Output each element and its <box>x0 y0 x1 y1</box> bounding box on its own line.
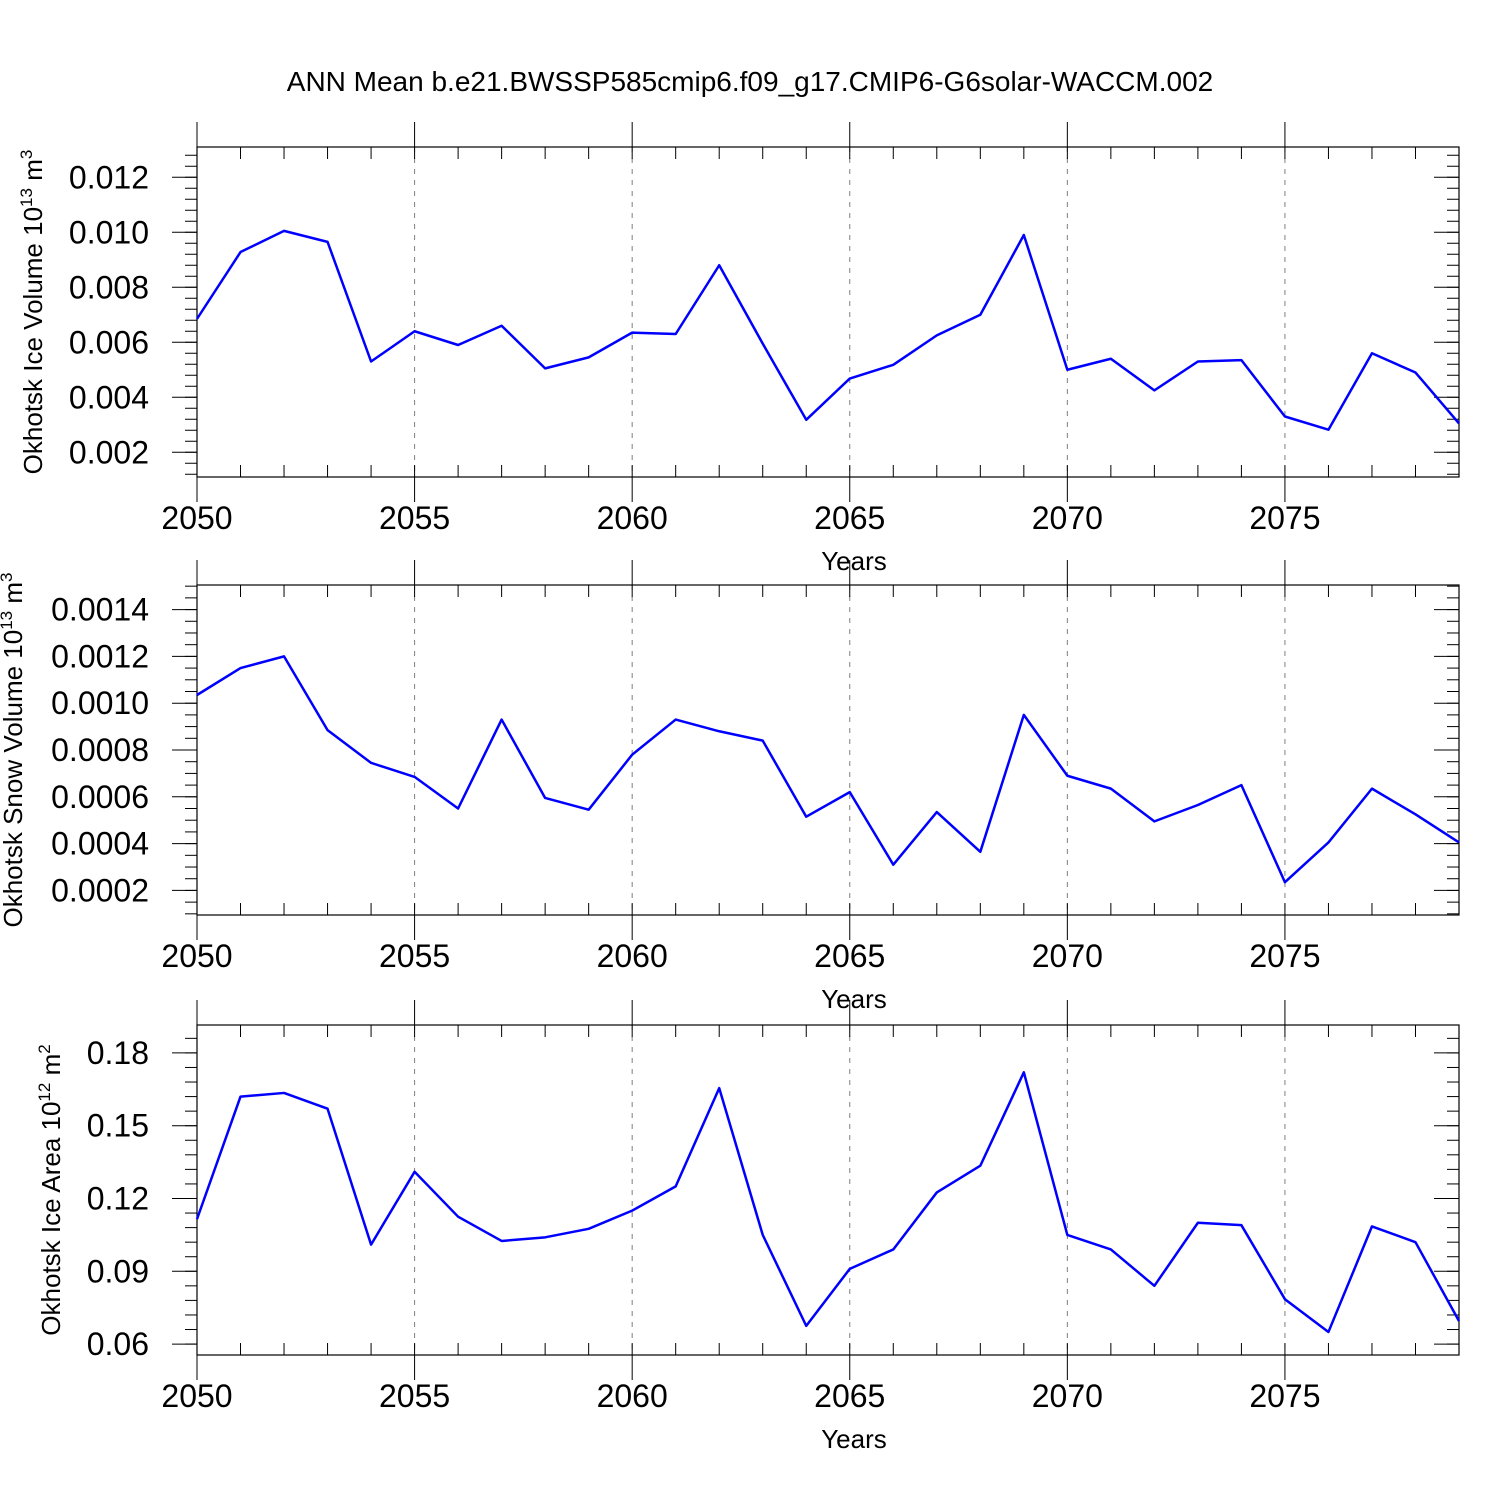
x-tick-label: 2070 <box>1032 500 1103 536</box>
x-tick-label: 2060 <box>597 1378 668 1414</box>
y-tick-label: 0.006 <box>69 324 149 360</box>
y-tick-label: 0.0006 <box>51 779 149 815</box>
x-axis-label: Years <box>821 1424 887 1454</box>
x-tick-label: 2055 <box>379 1378 450 1414</box>
x-tick-label: 2065 <box>814 1378 885 1414</box>
y-tick-label: 0.15 <box>87 1108 149 1144</box>
y-tick-label: 0.0008 <box>51 732 149 768</box>
data-line <box>196 655 1460 884</box>
panel-snow-volume: 0.0002 0.0004 0.0006 0.0008 0.0010 0.0012 0.00… <box>0 560 1460 1014</box>
x-tick-label: 2050 <box>161 500 232 536</box>
x-tick-label: 2060 <box>597 938 668 974</box>
x-tick-label: 2070 <box>1032 1378 1103 1414</box>
x-tick-label: 2075 <box>1249 1378 1320 1414</box>
plot-frame <box>196 584 1460 916</box>
x-tick-label: 2075 <box>1249 938 1320 974</box>
data-line <box>195 1071 1461 1334</box>
y-axis-label: Okhotsk Snow Volume 1013 m3 <box>0 573 28 928</box>
y-tick-label: 0.0002 <box>51 872 149 908</box>
y-tick-label: 0.09 <box>87 1253 149 1289</box>
y-tick-label: 0.010 <box>69 214 149 250</box>
x-tick-label: 2075 <box>1249 500 1320 536</box>
y-tick-label: 0.002 <box>69 434 149 470</box>
y-tick-label: 0.012 <box>69 159 149 195</box>
figure-title: ANN Mean b.e21.BWSSP585cmip6.f09_g17.CMI… <box>286 66 1214 97</box>
panel-ice-area: 0.06 0.09 0.12 0.15 0.18 2050 2055 2060 2065 2070… <box>35 1000 1461 1454</box>
y-tick-label: 0.06 <box>87 1326 149 1362</box>
data-line <box>195 229 1460 431</box>
y-tick-label: 0.0010 <box>51 685 149 721</box>
y-tick-label: 0.18 <box>87 1035 149 1071</box>
x-axis-label: Years <box>821 984 887 1014</box>
x-tick-label: 2055 <box>379 500 450 536</box>
x-tick-label: 2070 <box>1032 938 1103 974</box>
x-tick-label: 2065 <box>814 938 885 974</box>
x-tick-label: 2050 <box>161 1378 232 1414</box>
y-tick-label: 0.004 <box>69 379 149 415</box>
y-axis-label: Okhotsk Ice Volume 1013 m3 <box>17 150 48 475</box>
x-tick-label: 2060 <box>597 500 668 536</box>
y-axis-label: Okhotsk Ice Area 1012 m2 <box>35 1044 66 1335</box>
y-tick-label: 0.0004 <box>51 826 149 862</box>
y-tick-label: 0.12 <box>87 1180 149 1216</box>
y-tick-label: 0.008 <box>69 269 149 305</box>
y-tick-label: 0.0012 <box>51 638 149 674</box>
plot-frame <box>196 146 1460 478</box>
panel-ice-volume: 0.002 0.004 0.006 0.008 0.010 0.012 2050 2055 20… <box>17 122 1460 576</box>
x-tick-label: 2055 <box>379 938 450 974</box>
x-tick-label: 2050 <box>161 938 232 974</box>
plot-frame <box>196 1024 1460 1356</box>
x-axis-label: Years <box>821 546 887 576</box>
y-tick-label: 0.0014 <box>51 592 149 628</box>
x-tick-label: 2065 <box>814 500 885 536</box>
